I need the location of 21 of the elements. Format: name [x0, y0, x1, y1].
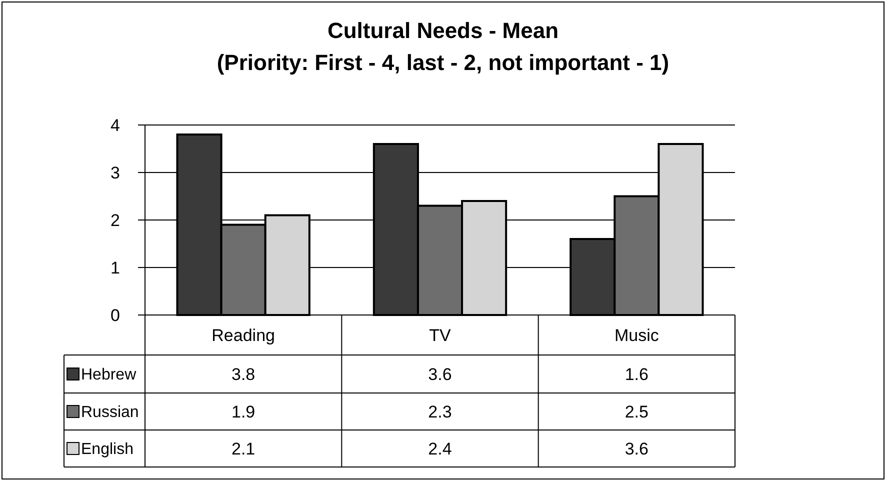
data-label: 1.9 [232, 402, 256, 422]
y-tick-label: 0 [110, 306, 120, 325]
data-label: 2.5 [624, 402, 648, 422]
legend-label: Hebrew [81, 366, 137, 384]
data-label: 2.1 [232, 439, 256, 458]
data-label: 2.4 [428, 439, 452, 458]
data-label: 3.8 [232, 364, 256, 384]
chart-title: Cultural Needs - Mean (Priority: First - 4, last - 2, not important - 1) [216, 18, 670, 75]
x-tick-label: Reading [212, 326, 275, 345]
data-label: 1.6 [624, 364, 648, 384]
data-label: 3.6 [428, 364, 452, 384]
y-tick-label: 4 [110, 116, 120, 135]
y-tick-label: 2 [110, 210, 120, 230]
x-tick-label: Music [614, 326, 660, 345]
legend-label: Russian [81, 404, 139, 422]
legend-label: English [81, 441, 134, 458]
data-label: 2.3 [428, 402, 452, 422]
data-label: 3.6 [624, 439, 648, 458]
y-tick-label: 3 [110, 163, 120, 182]
y-tick-label: 1 [110, 258, 120, 278]
x-tick-label: TV [429, 326, 452, 345]
